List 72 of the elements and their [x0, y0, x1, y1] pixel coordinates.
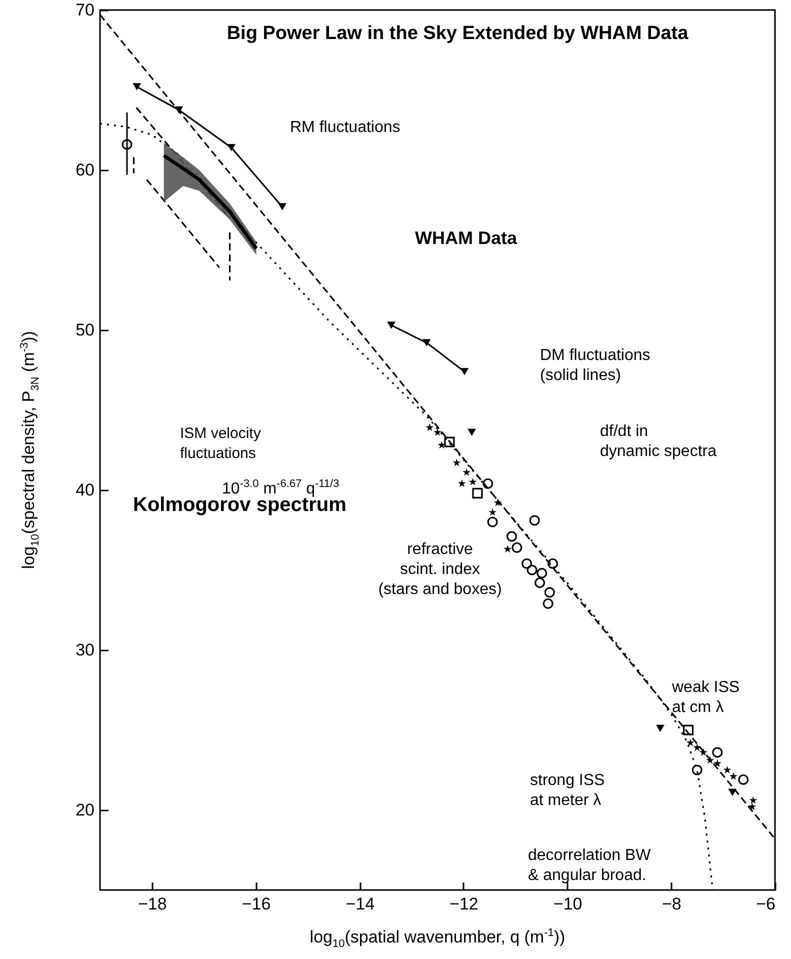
point	[444, 436, 455, 448]
annotation: ISM velocity fluctuations	[180, 424, 261, 464]
x-tick-label: −8	[662, 894, 682, 914]
y-tick-label: 60	[76, 160, 94, 180]
point	[683, 724, 694, 736]
point	[488, 508, 497, 516]
point	[506, 531, 518, 542]
point	[434, 428, 442, 436]
line-series	[162, 154, 258, 250]
point	[504, 545, 512, 553]
point	[387, 322, 396, 329]
y-tick-label: 50	[76, 320, 94, 340]
annotation: refractive scint. index (stars and boxes)	[378, 540, 502, 600]
point	[462, 468, 471, 476]
x-tick-label: −10	[553, 894, 582, 914]
y-tick-label: 30	[76, 640, 94, 660]
text: Big Power Law in the Sky Extended by WHAM Data	[226, 23, 688, 44]
point	[468, 428, 476, 436]
point	[706, 756, 714, 764]
annotation: RM fluctuations	[290, 118, 400, 138]
point	[693, 743, 702, 751]
annotation: decorrelation BW & angular broad.	[528, 846, 651, 886]
point	[227, 144, 236, 152]
point	[512, 542, 522, 553]
point	[749, 796, 758, 804]
y-tick-label: 70	[76, 0, 94, 20]
point	[278, 203, 286, 210]
point	[748, 802, 756, 810]
point	[122, 139, 132, 150]
annotation: strong ISS at meter λ	[530, 771, 605, 811]
x-tick-label: −12	[450, 894, 478, 914]
point	[728, 788, 737, 796]
annotation: DM fluctuations (solid lines)	[540, 346, 650, 386]
x-tick-label: −6	[756, 894, 776, 914]
point	[544, 587, 555, 598]
point	[723, 766, 732, 774]
point	[547, 558, 558, 569]
point	[712, 747, 723, 758]
y-tick-label: 20	[76, 800, 94, 820]
point	[452, 458, 461, 466]
point	[494, 498, 502, 506]
point	[713, 759, 722, 767]
x-tick-label: −16	[242, 894, 271, 914]
annotation: weak ISS at cm λ	[672, 678, 740, 718]
point	[529, 515, 540, 526]
point	[458, 479, 466, 487]
point	[482, 478, 494, 489]
point	[536, 568, 548, 578]
annotation: df/dt in dynamic spectra	[600, 422, 716, 462]
point	[542, 598, 554, 609]
x-axis-title: log$_{10}$(spatial wavenumber, q (m$^{-1}$))	[310, 926, 566, 952]
point	[692, 764, 702, 776]
point	[174, 106, 184, 114]
point	[132, 83, 142, 90]
point	[422, 339, 431, 346]
x-tick-label: −14	[346, 894, 375, 914]
point	[534, 578, 546, 588]
point	[468, 478, 477, 486]
point	[522, 558, 532, 569]
point	[426, 423, 434, 431]
point	[472, 488, 483, 498]
x-tick-label: −18	[138, 894, 167, 914]
point	[699, 748, 708, 756]
point	[460, 368, 469, 376]
point	[656, 724, 664, 732]
point	[729, 772, 738, 780]
y-tick-label: 40	[76, 480, 94, 500]
point	[526, 564, 538, 576]
point	[487, 516, 498, 528]
point	[738, 774, 749, 785]
point	[686, 738, 694, 746]
annotation: WHAM Data	[415, 228, 517, 248]
